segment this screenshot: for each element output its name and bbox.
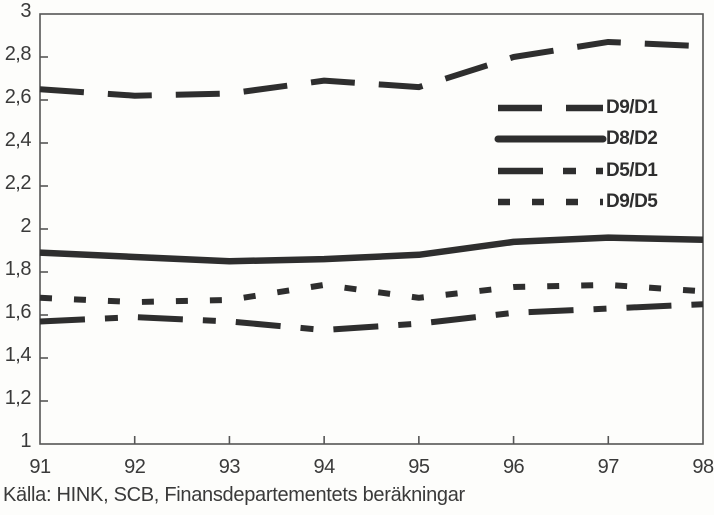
y-tick-label: 1: [20, 430, 31, 452]
series-line-d8-d2: [39, 234, 704, 265]
x-tick-label: 97: [597, 456, 620, 478]
x-tick-label: 95: [408, 456, 430, 478]
x-tick-label: 94: [313, 456, 336, 478]
series-line-d5-d1: [39, 301, 704, 334]
x-tick-label: 92: [124, 456, 146, 478]
legend-label: D5/D1: [606, 160, 658, 181]
y-tick-label: 1,8: [4, 258, 32, 280]
plot-frame: [39, 13, 704, 445]
legend-label: D9/D1: [606, 97, 658, 118]
y-tick-label: 1,4: [4, 344, 32, 366]
y-tick-label: 2,8: [4, 43, 32, 65]
x-tick-label: 93: [218, 456, 241, 478]
y-tick-label: 1,2: [4, 387, 32, 409]
y-tick-label: 1,6: [4, 301, 32, 323]
y-tick-label: 2: [20, 215, 31, 237]
series-line-d9-d1: [39, 38, 704, 99]
legend-label: D9/D5: [606, 191, 658, 212]
source-note: Källa: HINK, SCB, Finansdepartementets b…: [3, 484, 465, 506]
x-tick-label: 91: [29, 456, 51, 478]
x-tick-label: 96: [502, 456, 525, 478]
y-tick-label: 3: [20, 0, 31, 22]
y-tick-label: 2,4: [4, 129, 32, 151]
x-tick-label: 98: [692, 456, 714, 478]
y-tick-label: 2,6: [4, 86, 32, 108]
legend-label: D8/D2: [606, 128, 658, 149]
y-tick-label: 2,2: [4, 172, 32, 194]
series-line-d9-d5: [39, 281, 704, 306]
